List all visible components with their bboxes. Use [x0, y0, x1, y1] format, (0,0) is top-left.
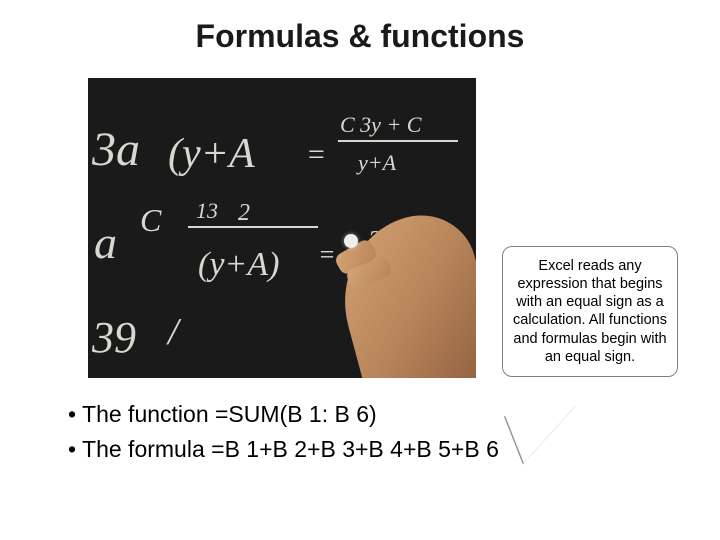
chalk-writing: (y+A [168, 130, 255, 178]
bullet-list: The function =SUM(B 1: B 6) The formula … [68, 398, 499, 469]
chalk-writing: C 3y + C [340, 112, 421, 138]
chalk-writing: 3a [92, 122, 140, 177]
chalk-writing: = [306, 138, 326, 172]
chalk-writing: C [140, 202, 161, 239]
chalk-icon [344, 234, 358, 248]
chalk-writing: / [168, 310, 179, 354]
page-title: Formulas & functions [0, 0, 720, 55]
chalk-writing: (y+A) [198, 246, 279, 284]
chalk-writing: 2 [238, 200, 250, 227]
chalk-writing: a [94, 216, 117, 269]
chalk-fraction-line [338, 140, 458, 142]
chalk-fraction-line [188, 226, 318, 228]
chalk-writing: y+A [358, 150, 396, 176]
chalk-writing: 39 [92, 312, 136, 363]
chalkboard-image: 3a(y+A=C 3y + Cy+AaC132(y+A)=3339/ [88, 78, 476, 378]
bullet-item: The formula =B 1+B 2+B 3+B 4+B 5+B 6 [68, 433, 499, 466]
callout-tail [505, 405, 583, 465]
chalk-writing: 13 [196, 198, 218, 224]
bullet-item: The function =SUM(B 1: B 6) [68, 398, 499, 431]
hand-illustration [326, 208, 476, 378]
callout-box: Excel reads any expression that begins w… [502, 246, 678, 377]
